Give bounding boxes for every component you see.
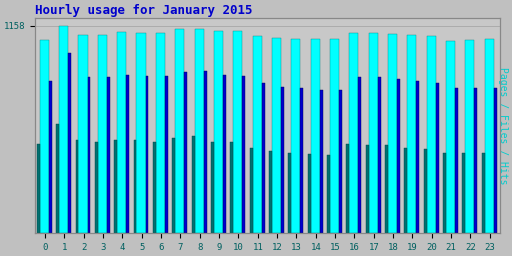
Bar xyxy=(137,33,145,233)
Bar xyxy=(330,39,339,233)
Bar xyxy=(59,26,68,233)
Bar xyxy=(404,147,407,233)
Bar xyxy=(474,89,477,233)
Bar xyxy=(494,89,497,233)
Bar xyxy=(88,77,91,233)
Bar xyxy=(134,140,137,233)
Bar xyxy=(436,83,439,233)
Bar xyxy=(446,41,455,233)
Bar xyxy=(319,90,323,233)
Bar xyxy=(156,33,165,233)
Bar xyxy=(300,89,303,233)
Bar xyxy=(262,83,265,233)
Bar xyxy=(349,33,358,233)
Bar xyxy=(191,136,195,233)
Bar xyxy=(397,79,400,233)
Bar xyxy=(288,153,291,233)
Bar xyxy=(346,144,349,233)
Bar xyxy=(107,77,110,233)
Bar xyxy=(230,142,233,233)
Bar xyxy=(426,36,436,233)
Bar xyxy=(114,140,117,233)
Bar xyxy=(249,147,252,233)
Bar xyxy=(465,40,474,233)
Bar xyxy=(223,75,226,233)
Bar xyxy=(172,138,175,233)
Bar xyxy=(195,28,204,233)
Bar xyxy=(117,32,126,233)
Bar xyxy=(204,71,206,233)
Bar xyxy=(126,75,129,233)
Bar xyxy=(291,39,300,233)
Bar xyxy=(407,35,416,233)
Bar xyxy=(358,77,361,233)
Text: Hourly usage for January 2015: Hourly usage for January 2015 xyxy=(35,4,253,17)
Bar xyxy=(37,144,40,233)
Bar xyxy=(95,142,98,233)
Bar xyxy=(214,31,223,233)
Bar xyxy=(153,142,156,233)
Bar xyxy=(175,29,184,233)
Bar xyxy=(416,81,419,233)
Bar xyxy=(385,145,388,233)
Bar xyxy=(56,124,59,233)
Bar xyxy=(369,33,377,233)
Bar xyxy=(272,38,281,233)
Bar xyxy=(443,153,446,233)
Bar xyxy=(281,87,284,233)
Bar xyxy=(75,140,78,233)
Bar xyxy=(327,155,330,233)
Bar xyxy=(40,40,49,233)
Bar xyxy=(184,72,187,233)
Bar xyxy=(269,151,272,233)
Bar xyxy=(484,39,494,233)
Bar xyxy=(78,35,88,233)
Bar xyxy=(211,142,214,233)
Bar xyxy=(377,77,380,233)
Bar xyxy=(308,154,311,233)
Bar xyxy=(145,76,148,233)
Bar xyxy=(98,35,107,233)
Bar xyxy=(233,31,242,233)
Bar xyxy=(455,89,458,233)
Bar xyxy=(388,34,397,233)
Bar xyxy=(482,153,484,233)
Bar xyxy=(462,153,465,233)
Bar xyxy=(242,76,245,233)
Bar xyxy=(49,81,52,233)
Bar xyxy=(68,53,71,233)
Bar xyxy=(366,145,369,233)
Bar xyxy=(311,39,319,233)
Bar xyxy=(165,76,168,233)
Bar xyxy=(252,36,262,233)
Bar xyxy=(423,149,426,233)
Y-axis label: Pages / Files / Hits: Pages / Files / Hits xyxy=(498,67,508,185)
Bar xyxy=(339,90,342,233)
